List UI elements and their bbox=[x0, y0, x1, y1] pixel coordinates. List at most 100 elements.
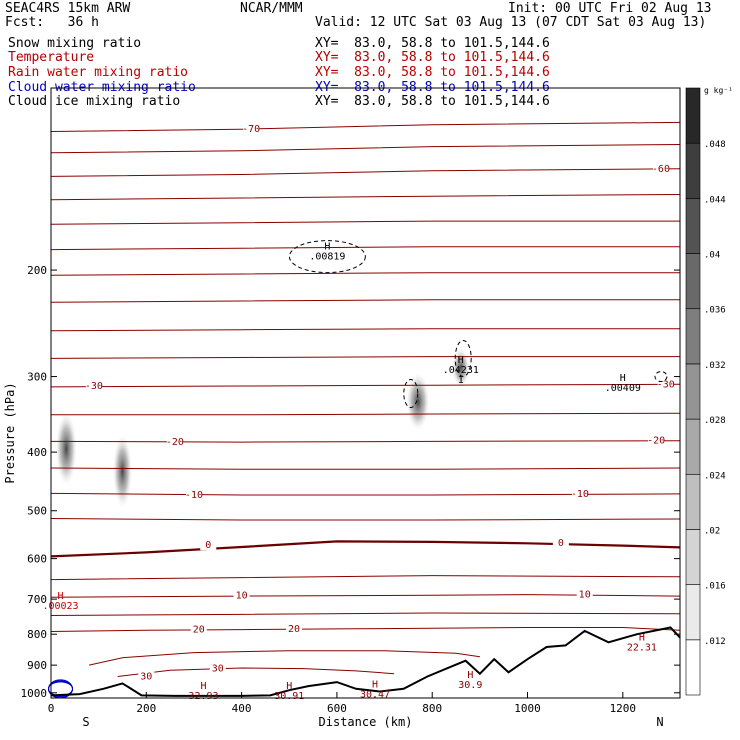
colorbar-segment bbox=[685, 363, 701, 420]
colorbar-segment bbox=[685, 418, 701, 475]
field-xy-snow: XY= 83.0, 58.8 to 101.5,144.6 bbox=[315, 36, 550, 51]
x-tick-label: 800 bbox=[422, 702, 442, 715]
valid-time: Valid: 12 UTC Sat 03 Aug 13 (07 CDT Sat … bbox=[315, 15, 707, 30]
colorbar-tick-label: .028 bbox=[704, 416, 726, 426]
isotherm-label-bg bbox=[243, 123, 260, 135]
field-name-temperature: Temperature bbox=[8, 50, 95, 65]
snow-maximum-label-line: .00819 bbox=[309, 252, 345, 263]
rain-maximum-label-line: .00023 bbox=[42, 601, 78, 612]
temperature-maximum-label-line: H bbox=[467, 670, 473, 681]
colorbar-segment bbox=[685, 529, 701, 585]
temperature-maximum-label-line: 32.93 bbox=[188, 691, 218, 702]
isotherm bbox=[50, 328, 680, 332]
isotherm-label: -20 bbox=[166, 437, 184, 448]
isotherm-label: 10 bbox=[579, 590, 591, 601]
isotherm-label-bg bbox=[571, 487, 588, 499]
isotherm-label-bg bbox=[233, 589, 250, 601]
isotherm-label-bg bbox=[190, 623, 207, 635]
colorbar-segment bbox=[685, 253, 701, 310]
colorbar-segment bbox=[685, 142, 701, 199]
isotherm-label-bg bbox=[185, 489, 202, 501]
isotherm-label-bg bbox=[286, 622, 303, 634]
snow-maximum-label-line: H bbox=[620, 373, 626, 384]
isotherm-label: 20 bbox=[193, 625, 205, 636]
isotherm-label-bg bbox=[200, 539, 217, 551]
colorbar-tick-label: .016 bbox=[704, 582, 726, 592]
terrain-line bbox=[50, 626, 681, 697]
colorbar-tick-label: .044 bbox=[704, 195, 726, 205]
colorbar-segment bbox=[685, 87, 701, 144]
temperature-maximum-label-line: 22.31 bbox=[627, 643, 657, 654]
x-tick-label: 0 bbox=[48, 702, 55, 715]
y-tick-label: 200 bbox=[27, 264, 47, 277]
isotherm bbox=[50, 440, 681, 443]
snow-maximum-label-line: H bbox=[324, 242, 330, 253]
title-center: NCAR/MMM bbox=[240, 1, 303, 16]
temperature-maximum-label-line: H bbox=[200, 681, 206, 692]
y-tick-label: 500 bbox=[27, 505, 47, 518]
isotherm bbox=[88, 650, 480, 666]
isotherm-label: 30 bbox=[140, 672, 152, 683]
isotherm-label: -10 bbox=[185, 490, 203, 501]
y-tick-label: 1000 bbox=[21, 687, 48, 700]
temperature-maximum-label-line: 30.91 bbox=[274, 691, 304, 702]
colorbar-segment bbox=[685, 584, 701, 641]
x-tick-label: 600 bbox=[327, 702, 347, 715]
rain-maximum-label-line: H bbox=[58, 591, 64, 602]
temperature-maximum-label-line: 30.47 bbox=[360, 689, 390, 700]
field-xy-cloud-ice: XY= 83.0, 58.8 to 101.5,144.6 bbox=[315, 94, 550, 109]
snow-contour bbox=[403, 379, 419, 409]
isotherm-label-bg bbox=[657, 378, 674, 390]
snow-maximum-label-line: .04231 bbox=[443, 365, 479, 376]
colorbar-tick-label: .032 bbox=[704, 361, 726, 371]
snow-shading bbox=[55, 410, 78, 487]
isotherm-label-bg bbox=[652, 162, 669, 174]
isotherm-label: -70 bbox=[242, 124, 260, 135]
title-left: SEAC4RS 15km ARW bbox=[5, 1, 131, 16]
colorbar-segment bbox=[685, 639, 701, 696]
isotherm-label: -30 bbox=[85, 381, 103, 392]
temperature-maximum-label-line: H bbox=[639, 633, 645, 644]
isotherm bbox=[50, 220, 680, 225]
isotherm bbox=[50, 540, 681, 558]
colorbar-tick-label: .04 bbox=[704, 251, 720, 261]
snow-shading bbox=[451, 347, 470, 388]
y-axis-label: Pressure (hPa) bbox=[3, 382, 17, 483]
isotherm bbox=[50, 356, 680, 359]
snow-shading bbox=[112, 433, 133, 510]
colorbar-segment bbox=[685, 308, 701, 365]
isotherm bbox=[50, 121, 681, 132]
isotherm-label-bg bbox=[209, 662, 226, 674]
isotherm-label: -20 bbox=[647, 436, 665, 447]
snow-maximum-label-line: 1 bbox=[458, 375, 464, 386]
field-xy-rain: XY= 83.0, 58.8 to 101.5,144.6 bbox=[315, 65, 550, 80]
snow-maximum-label-line: H bbox=[458, 355, 464, 366]
isotherm-label: 20 bbox=[288, 624, 300, 635]
isotherm bbox=[50, 383, 681, 388]
x-endpoint-right: N bbox=[656, 715, 663, 729]
y-tick-label: 800 bbox=[27, 628, 47, 641]
x-endpoint-left: S bbox=[82, 715, 89, 729]
x-tick-label: 400 bbox=[232, 702, 252, 715]
isotherm bbox=[50, 627, 681, 632]
snow-contour bbox=[654, 371, 668, 383]
isotherm bbox=[50, 467, 681, 470]
isotherm bbox=[50, 612, 681, 616]
isotherm bbox=[50, 272, 680, 276]
isotherm-label: -60 bbox=[652, 164, 670, 175]
snow-shading bbox=[405, 371, 430, 432]
snow-maximum-label-line: .00409 bbox=[605, 383, 641, 394]
temperature-maximum-label-line: H bbox=[286, 681, 292, 692]
colorbar-unit: g kg⁻¹ bbox=[704, 86, 733, 95]
isotherm-label-bg bbox=[166, 436, 183, 448]
colorbar-tick-label: .012 bbox=[704, 637, 726, 647]
x-tick-label: 1200 bbox=[610, 702, 637, 715]
isotherm bbox=[117, 667, 395, 677]
temperature-maximum-label-line: 30.9 bbox=[458, 680, 482, 691]
isotherm-label-bg bbox=[552, 536, 569, 548]
isotherm-label-bg bbox=[576, 588, 593, 600]
x-tick-label: 200 bbox=[136, 702, 156, 715]
snow-contour bbox=[288, 240, 366, 274]
forecast-hour: Fcst: 36 h bbox=[5, 15, 99, 30]
